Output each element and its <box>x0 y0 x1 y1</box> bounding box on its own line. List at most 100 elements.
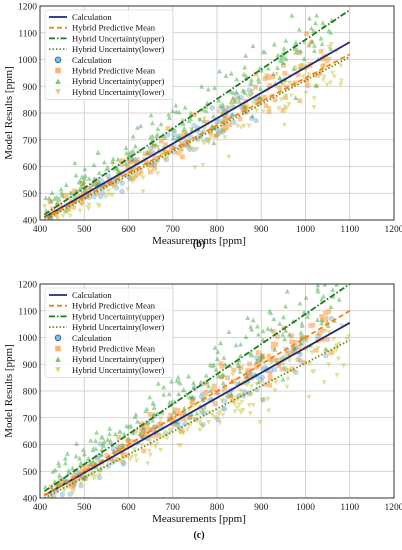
scatter-point <box>151 401 157 407</box>
scatter-point <box>51 493 57 498</box>
scatter-point <box>124 423 130 429</box>
scatter-point <box>303 294 309 300</box>
scatter-point <box>270 341 276 347</box>
scatter-point <box>83 173 88 179</box>
scatter-point <box>103 181 109 187</box>
scatter-point <box>291 370 297 375</box>
scatter-point <box>282 70 288 76</box>
scatter-point <box>233 342 239 348</box>
scatter-point <box>225 393 231 399</box>
scatter-point <box>133 428 138 434</box>
scatter-point <box>277 85 283 91</box>
scatter-point <box>150 133 155 139</box>
y-tick-label: 1100 <box>18 29 37 39</box>
scatter-point <box>218 340 224 346</box>
scatter-point <box>63 208 68 214</box>
scatter-point <box>225 105 230 111</box>
scatter-point <box>244 382 250 388</box>
scatter-point <box>215 373 221 379</box>
scatter-point <box>230 372 236 378</box>
scatter-point <box>55 216 60 220</box>
scatter-point <box>220 105 226 112</box>
scatter-point <box>233 89 239 94</box>
scatter-point <box>255 98 261 104</box>
scatter-point <box>153 141 159 147</box>
scatter-point <box>257 65 263 71</box>
scatter-point <box>110 162 116 167</box>
scatter-point <box>283 93 289 99</box>
scatter-point <box>176 133 182 139</box>
scatter-point <box>172 407 178 413</box>
scatter-point <box>82 451 87 457</box>
scatter-point <box>224 395 230 401</box>
scatter-point <box>95 202 101 208</box>
scatter-point <box>221 355 227 360</box>
legend-label: Calculation <box>72 290 112 300</box>
scatter-point <box>127 442 133 448</box>
scatter-point <box>125 437 131 443</box>
scatter-point <box>206 419 212 425</box>
scatter-point <box>249 326 254 332</box>
scatter-point <box>139 425 144 431</box>
scatter-point <box>246 367 252 373</box>
scatter-point <box>328 315 335 322</box>
scatter-point <box>241 89 247 94</box>
scatter-point <box>105 188 111 194</box>
scatter-point <box>99 466 105 472</box>
y-tick-label: 400 <box>23 495 38 505</box>
scatter-series-hybrid-predictive-mean <box>48 309 334 490</box>
scatter-point <box>260 397 266 402</box>
scatter-point <box>155 432 161 438</box>
scatter-point <box>128 423 134 429</box>
x-tick-label: 1000 <box>296 503 315 513</box>
scatter-point <box>105 165 111 170</box>
scatter-point <box>190 395 197 401</box>
legend-label: Calculation <box>72 333 112 343</box>
scatter-point <box>313 82 319 88</box>
scatter-point <box>322 328 328 334</box>
scatter-point <box>326 28 332 33</box>
scatter-point <box>246 403 252 408</box>
scatter-point <box>289 366 295 372</box>
scatter-point <box>257 97 263 103</box>
scatter-point <box>309 25 314 31</box>
scatter-point <box>132 414 138 419</box>
scatter-point <box>154 442 160 447</box>
line-hybrid-uncertainty-lower- <box>44 339 351 498</box>
scatter-point <box>321 74 327 80</box>
legend-marker <box>54 334 62 342</box>
scatter-point <box>256 358 262 364</box>
scatter-point <box>151 144 157 149</box>
scatter-point <box>332 74 337 80</box>
scatter-point <box>130 148 136 154</box>
scatter-point <box>328 350 334 356</box>
scatter-point <box>258 357 264 363</box>
legend-label: Hybrid Uncertainty(lower) <box>72 44 164 54</box>
scatter-point <box>306 72 312 78</box>
scatter-point <box>104 453 110 458</box>
scatter-point <box>287 358 292 364</box>
scatter-point <box>173 109 179 114</box>
scatter-point <box>266 109 272 115</box>
scatter-point <box>63 182 69 187</box>
scatter-point <box>179 428 185 434</box>
y-tick-label: 1100 <box>18 307 37 317</box>
scatter-point <box>188 110 194 116</box>
scatter-point <box>217 409 223 415</box>
scatter-point <box>200 422 206 428</box>
scatter-point <box>125 164 131 169</box>
scatter-point <box>237 116 243 122</box>
scatter-point <box>146 150 152 155</box>
scatter-point <box>248 90 254 96</box>
scatter-point <box>271 345 276 351</box>
scatter-point <box>221 406 227 412</box>
scatter-point <box>280 362 286 368</box>
y-axis-label: Model Results [ppm] <box>3 344 15 438</box>
scatter-point <box>71 473 77 479</box>
scatter-point <box>249 77 254 83</box>
scatter-point <box>119 188 125 195</box>
scatter-point <box>236 366 242 372</box>
scatter-point <box>247 411 253 417</box>
